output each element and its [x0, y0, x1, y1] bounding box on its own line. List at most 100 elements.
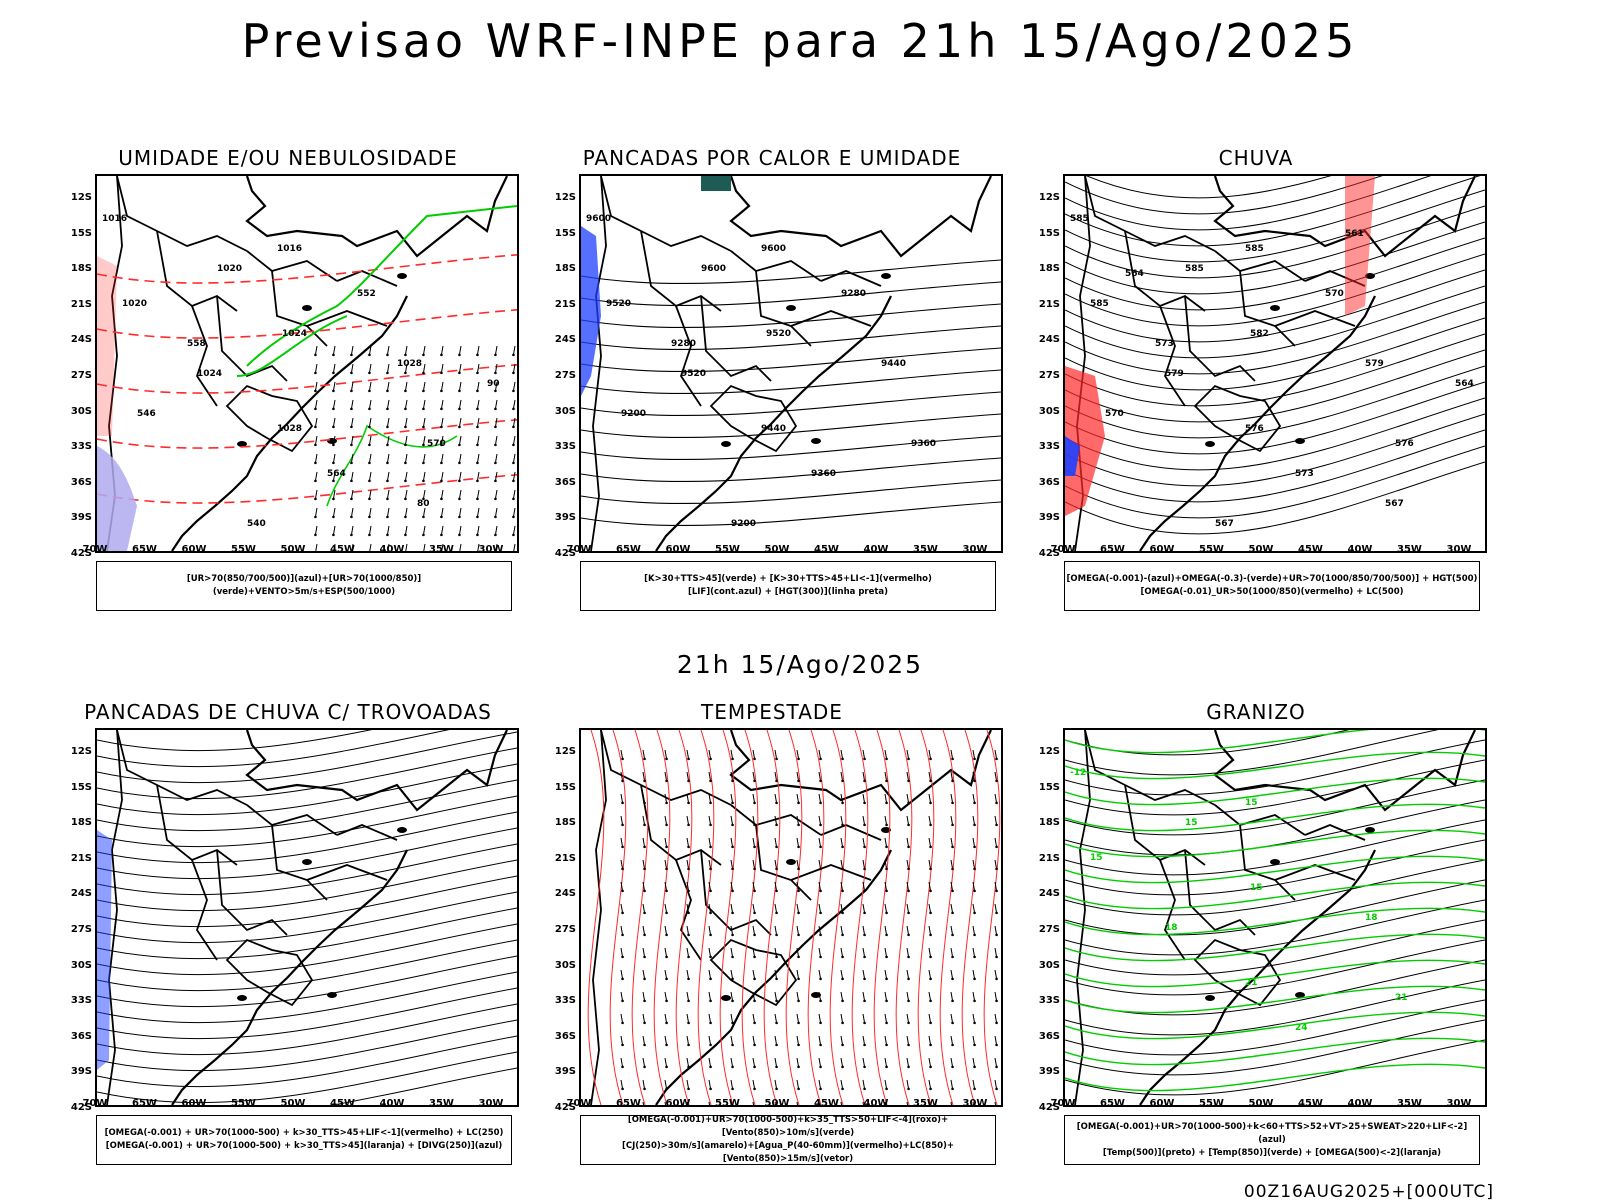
wind-vector	[730, 925, 734, 937]
wind-vector	[752, 991, 756, 1003]
wind-vector	[620, 1013, 624, 1025]
wind-vector	[708, 1013, 712, 1025]
wind-vector	[620, 1057, 624, 1069]
wind-vector	[862, 1057, 866, 1069]
wind-vector	[972, 991, 976, 1003]
wind-vector	[642, 969, 646, 981]
wind-vector	[368, 381, 372, 393]
wind-vector	[928, 837, 932, 849]
contour-label: 18	[1165, 923, 1178, 933]
contour-line	[631, 730, 649, 1105]
coastline	[1139, 295, 1376, 551]
wind-vector	[620, 969, 624, 981]
lat-tick-label: 39S	[1038, 1066, 1060, 1078]
contour-line	[581, 347, 1001, 373]
country-border	[1084, 730, 1216, 806]
wind-vector	[972, 925, 976, 937]
wind-vector	[862, 1101, 865, 1105]
contour-line	[1065, 397, 1485, 471]
wind-vector	[404, 399, 408, 411]
wind-vector	[350, 399, 354, 411]
wind-vector	[796, 771, 800, 783]
country-border	[590, 730, 607, 1105]
wind-vector	[664, 1079, 668, 1091]
map-area	[579, 728, 1003, 1107]
wind-vector	[928, 881, 932, 893]
lon-tick-label: 60W	[665, 544, 691, 555]
wind-vector	[906, 1057, 910, 1069]
wind-vector	[440, 363, 444, 375]
wind-vector	[440, 471, 444, 483]
wind-vector	[708, 1035, 712, 1047]
wind-vector	[928, 903, 932, 915]
panel-granizo: GRANIZO -12 15 15 15 15 18 18 21 21 24 [OMEGA(-0.…	[1016, 700, 1496, 1170]
wind-vector	[664, 925, 668, 937]
wind-vector	[686, 903, 690, 915]
wind-vector	[620, 859, 624, 871]
country-border	[191, 859, 218, 961]
wind-vector	[752, 947, 756, 959]
wind-vector	[708, 837, 712, 849]
lake	[786, 305, 796, 311]
wind-vector	[686, 771, 690, 783]
wind-vector	[405, 543, 408, 551]
wind-vector	[494, 345, 498, 357]
contour-line	[1065, 759, 1485, 816]
country-border	[675, 859, 702, 961]
lon-tick-label: 40W	[863, 1098, 889, 1109]
legend-line: [OMEGA(-0.001)+UR>70(1000-500)+k<60+TTS>…	[1076, 1121, 1468, 1145]
wind-vector	[708, 793, 712, 805]
wind-vector	[774, 815, 778, 827]
lat-tick-label: 42S	[70, 1102, 92, 1113]
wind-vector	[440, 417, 444, 429]
contour-line	[1065, 1011, 1485, 1040]
contour-label: 570	[1105, 409, 1124, 419]
wind-vector	[620, 815, 624, 827]
contour-line	[1065, 730, 1439, 776]
wind-vector	[840, 771, 844, 783]
contour-line	[97, 419, 517, 449]
contour-line	[97, 859, 517, 912]
wind-vector	[862, 749, 866, 761]
country-border	[1274, 864, 1356, 881]
contour-label: 570	[1325, 289, 1344, 299]
wind-vector	[642, 793, 646, 805]
contour-line	[97, 811, 517, 864]
contour-line	[1065, 985, 1485, 1014]
wind-vector	[840, 969, 844, 981]
lat-tick-label: 15S	[1038, 781, 1060, 793]
lat-tick-label: 33S	[1038, 995, 1060, 1007]
lat-tick-label: 39S	[1038, 512, 1060, 524]
contour-line	[1065, 1063, 1485, 1092]
wind-vector	[642, 903, 646, 915]
wind-vector	[862, 1035, 866, 1047]
wind-vector	[422, 345, 426, 357]
wind-vector	[458, 417, 462, 429]
wind-vector	[840, 1035, 844, 1047]
country-border	[191, 305, 218, 407]
wind-vector	[928, 1057, 932, 1069]
wind-vector	[620, 837, 624, 849]
wind-vector	[368, 471, 372, 483]
wind-vector	[928, 859, 932, 871]
wind-vector	[950, 947, 954, 959]
wind-vector	[314, 453, 318, 465]
contour-label: 567	[1385, 499, 1404, 509]
contour-line	[1065, 881, 1485, 910]
wind-vector	[512, 453, 516, 465]
wind-vector	[994, 1079, 998, 1091]
contour-line	[587, 730, 605, 1105]
contour-line	[653, 730, 671, 1105]
contour-label: 558	[187, 339, 206, 349]
map-svg: -12 15 15 15 15 18 18 21 21 24	[1065, 730, 1485, 1105]
wind-vector	[774, 1079, 778, 1091]
contour-line	[1065, 907, 1485, 936]
contour-line	[1065, 176, 1432, 231]
wind-vector	[972, 881, 976, 893]
wind-vector	[840, 1013, 844, 1025]
wind-vector	[440, 525, 444, 537]
panel-legend: [K>30+TTS>45](verde) + [K>30+TTS>45+LI<-…	[580, 561, 996, 611]
contour-line	[1065, 919, 1485, 976]
coastline	[729, 176, 992, 258]
lat-tick-label: 12S	[1038, 192, 1060, 203]
